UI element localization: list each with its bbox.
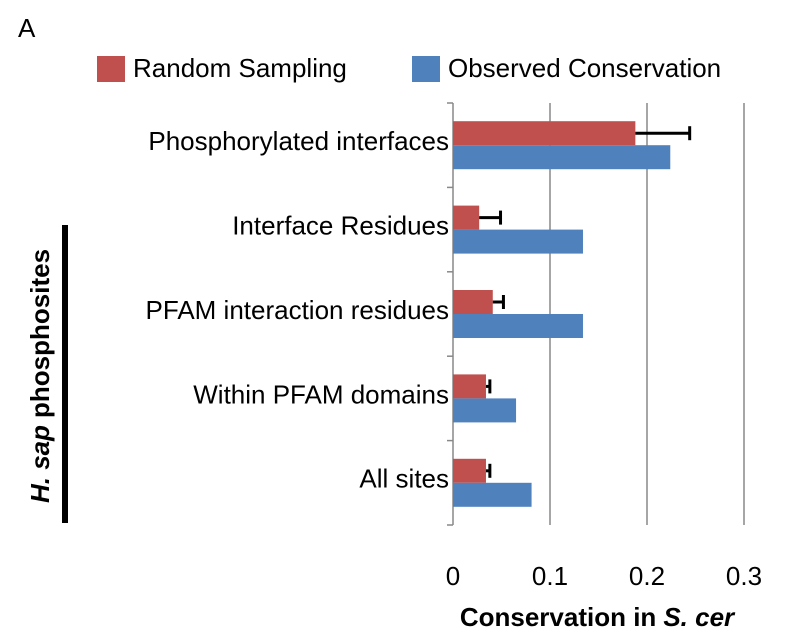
y-tick-label: PFAM interaction residues bbox=[146, 295, 449, 325]
y-tick-label: Within PFAM domains bbox=[193, 379, 449, 409]
y-tick-label: Interface Residues bbox=[232, 210, 449, 240]
legend-swatch bbox=[97, 56, 125, 82]
bar bbox=[453, 121, 636, 146]
bar bbox=[453, 458, 486, 483]
x-tick-label: 0.2 bbox=[629, 561, 665, 591]
y-label-part: H. sap bbox=[25, 425, 55, 503]
bar bbox=[453, 145, 671, 170]
bar bbox=[453, 205, 480, 230]
error-bar bbox=[485, 463, 492, 478]
legend-swatch bbox=[412, 56, 440, 82]
x-tick-label: 0.1 bbox=[532, 561, 568, 591]
y-tick-label: Phosphorylated interfaces bbox=[148, 126, 449, 156]
legend-label: Observed Conservation bbox=[448, 53, 721, 83]
bar bbox=[453, 229, 583, 254]
bracket-bar bbox=[62, 225, 68, 523]
x-tick-label: 0.3 bbox=[726, 561, 762, 591]
bar bbox=[453, 290, 493, 314]
x-label-part: S. cer bbox=[663, 602, 736, 632]
panel-label: A bbox=[18, 13, 36, 43]
error-bar bbox=[492, 295, 505, 309]
x-label-part: Conservation in bbox=[460, 602, 656, 632]
error-bar bbox=[479, 210, 503, 225]
y-axis-label: H. sap phosphosites bbox=[25, 249, 55, 503]
y-label-part: phosphosites bbox=[25, 249, 55, 418]
y-tick-label: All sites bbox=[359, 464, 449, 494]
bar bbox=[453, 398, 517, 423]
x-axis-label: Conservation in S. cer bbox=[460, 602, 736, 632]
legend-label: Random Sampling bbox=[133, 53, 347, 83]
bar bbox=[453, 482, 532, 507]
x-tick-label: 0 bbox=[446, 561, 460, 591]
error-bar bbox=[485, 379, 492, 394]
bar bbox=[453, 314, 583, 338]
bar bbox=[453, 374, 486, 399]
error-bar bbox=[635, 126, 692, 141]
